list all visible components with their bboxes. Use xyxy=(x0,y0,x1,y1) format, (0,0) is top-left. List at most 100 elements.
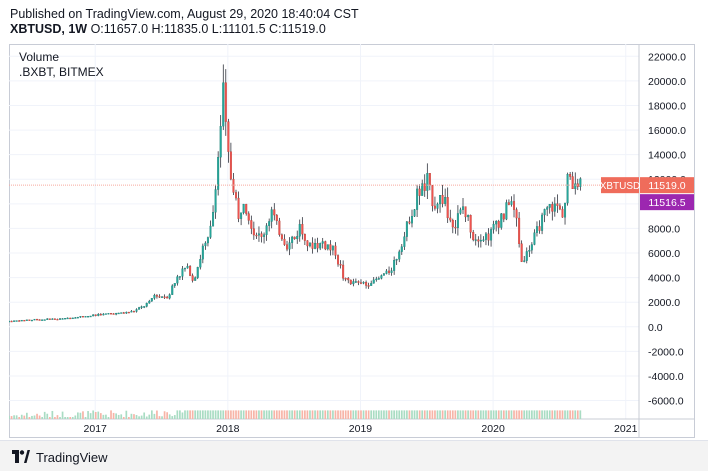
candle xyxy=(227,121,230,152)
candle xyxy=(163,296,166,298)
volume-bar xyxy=(406,410,408,419)
candle xyxy=(235,192,238,199)
volume-bar xyxy=(176,410,179,419)
candle xyxy=(538,226,541,231)
candle xyxy=(110,313,113,315)
candle xyxy=(155,294,158,297)
volume-bar xyxy=(298,410,301,419)
volume-bar xyxy=(337,410,339,419)
candle xyxy=(393,260,396,271)
price-chart[interactable]: 22000.020000.018000.016000.014000.012000… xyxy=(9,44,695,438)
candle xyxy=(209,225,212,238)
candle xyxy=(543,209,546,216)
volume-bar xyxy=(186,410,189,419)
candle xyxy=(382,273,385,276)
candle xyxy=(398,251,401,260)
candle xyxy=(288,242,291,250)
candle xyxy=(446,197,449,219)
volume-bar xyxy=(556,410,559,419)
volume-bar xyxy=(102,414,105,419)
tradingview-logo-icon[interactable] xyxy=(12,450,30,463)
candle xyxy=(444,197,447,204)
candle xyxy=(107,313,110,315)
candle xyxy=(204,242,207,247)
candle xyxy=(59,318,62,320)
candle xyxy=(115,313,118,315)
volume-bar xyxy=(296,410,299,419)
candle xyxy=(122,312,125,314)
chart-header: Published on TradingView.com, August 29,… xyxy=(0,0,708,44)
candle xyxy=(426,173,429,191)
candle xyxy=(229,151,232,180)
candle xyxy=(472,232,475,241)
volume-bar xyxy=(18,417,21,419)
candle xyxy=(240,212,243,219)
y-tick-label: -4000.0 xyxy=(648,371,684,383)
candle xyxy=(507,202,510,205)
candle xyxy=(482,239,485,241)
candle xyxy=(183,267,186,270)
volume-bar xyxy=(87,411,89,419)
volume-bar xyxy=(319,410,322,419)
candle xyxy=(130,310,133,313)
volume-bar xyxy=(242,410,245,419)
close-value: 11519.0 xyxy=(281,22,326,36)
volume-bar xyxy=(59,417,61,419)
volume-bar xyxy=(541,410,543,419)
volume-bar xyxy=(533,410,536,419)
volume-bar xyxy=(314,410,316,419)
volume-bar xyxy=(426,410,429,419)
candle xyxy=(533,232,536,245)
candle xyxy=(265,225,268,235)
candle xyxy=(252,228,255,236)
candle xyxy=(257,233,260,236)
chart-frame[interactable] xyxy=(9,44,695,438)
candle xyxy=(20,319,23,322)
candle xyxy=(436,203,439,209)
volume-bar xyxy=(518,410,520,419)
symbol-label: XBTUSD, 1W xyxy=(10,22,88,36)
candle xyxy=(76,317,79,319)
volume-bar xyxy=(576,410,579,419)
volume-legend-label: Volume xyxy=(19,50,60,64)
candle xyxy=(268,221,271,226)
candle xyxy=(395,259,398,261)
volume-bar xyxy=(418,410,421,419)
candle xyxy=(280,234,283,240)
candle xyxy=(520,243,523,262)
volume-bar xyxy=(342,410,344,419)
volume-bar xyxy=(436,410,439,419)
volume-bar xyxy=(349,410,352,419)
last-price-tag-bg xyxy=(640,177,694,194)
candle xyxy=(102,313,105,316)
candle xyxy=(574,183,577,190)
candle xyxy=(316,243,319,249)
volume-bar xyxy=(334,410,337,419)
volume-bar xyxy=(400,410,403,419)
candle xyxy=(145,302,148,307)
candle xyxy=(250,220,253,229)
x-tick-label: 2017 xyxy=(84,423,108,435)
candle xyxy=(484,233,487,240)
candle xyxy=(375,278,378,281)
volume-bar xyxy=(321,410,324,419)
volume-bar xyxy=(482,410,485,419)
candle xyxy=(548,204,551,208)
volume-bar xyxy=(31,415,33,419)
tradingview-brand[interactable]: TradingView xyxy=(36,450,108,465)
candle xyxy=(173,283,176,286)
candle xyxy=(132,310,135,313)
volume-bar xyxy=(543,410,546,419)
candle xyxy=(331,245,334,251)
volume-bar xyxy=(184,410,186,419)
volume-bar xyxy=(232,410,235,419)
candle xyxy=(242,203,245,213)
candle xyxy=(127,311,130,314)
candle xyxy=(9,320,11,323)
volume-bar xyxy=(375,410,378,419)
volume-bar xyxy=(89,413,92,419)
volume-bar xyxy=(283,410,286,419)
volume-bar xyxy=(497,410,500,419)
volume-bar xyxy=(477,410,480,419)
candle xyxy=(337,255,340,265)
